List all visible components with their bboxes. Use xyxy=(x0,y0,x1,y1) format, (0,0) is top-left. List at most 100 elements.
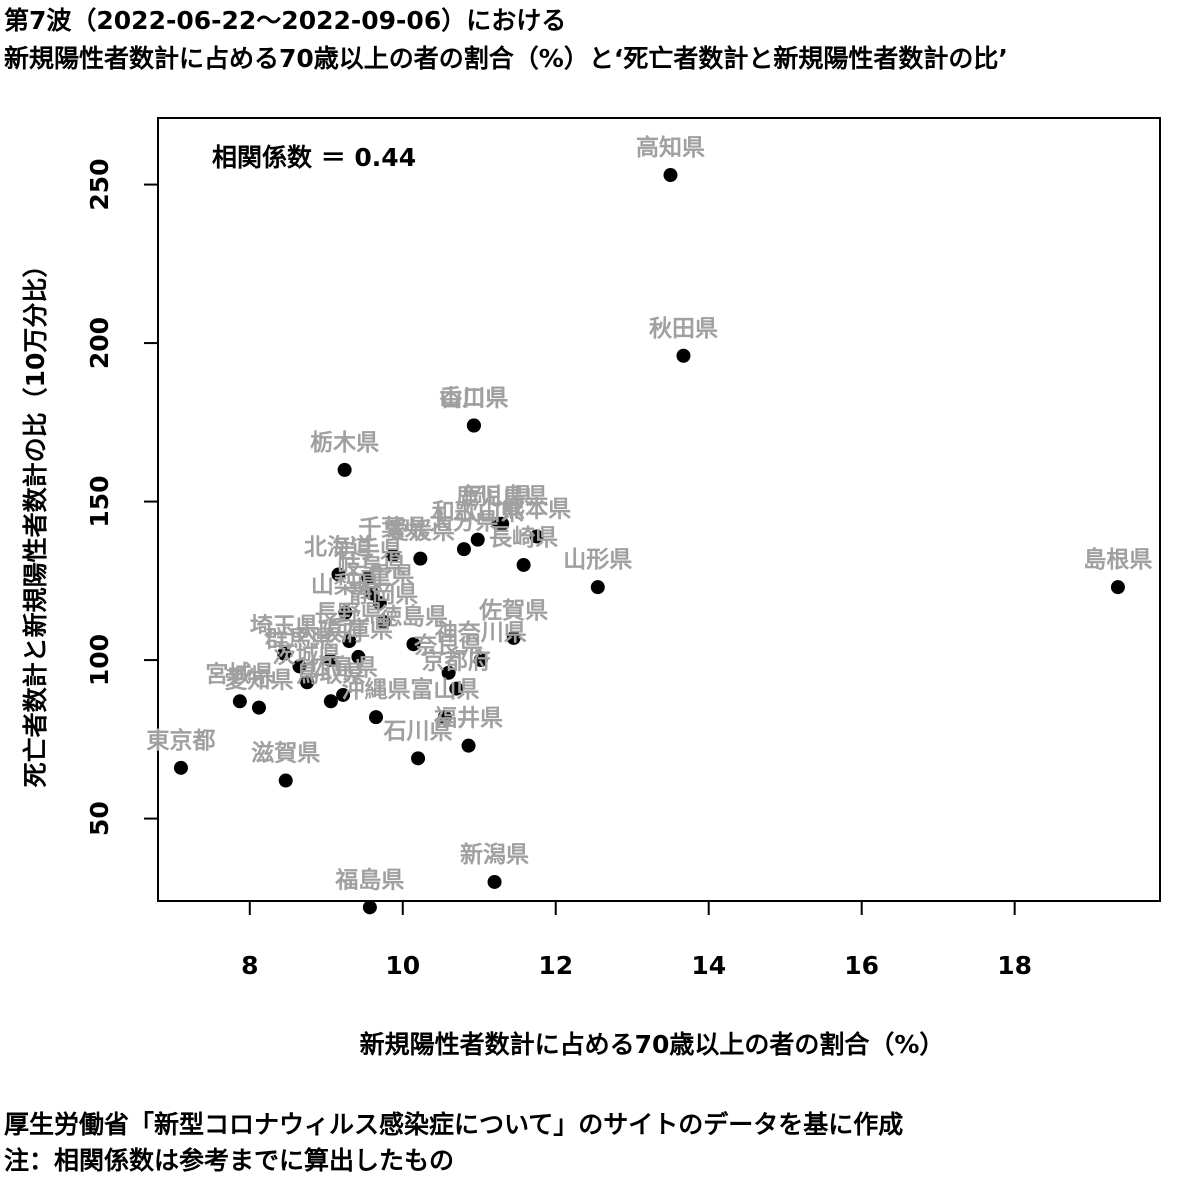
point-label: 山口県 xyxy=(439,385,508,411)
point-label: 佐賀県 xyxy=(478,598,548,624)
point-label: 愛媛県 xyxy=(386,518,455,545)
data-point xyxy=(331,567,346,582)
data-point xyxy=(232,694,247,709)
data-point xyxy=(663,168,678,183)
point-label: 滋賀県 xyxy=(251,740,320,767)
data-point xyxy=(456,542,471,557)
point-label: 秋田県 xyxy=(649,316,718,342)
data-point xyxy=(323,653,338,668)
data-point xyxy=(441,665,456,680)
data-point xyxy=(516,557,531,572)
data-point xyxy=(337,462,352,477)
point-label: 大分県 xyxy=(429,509,498,535)
point-label: 和歌山県 xyxy=(432,499,524,526)
data-point xyxy=(342,634,357,649)
point-label: 福井県 xyxy=(433,706,503,732)
chart-title-line1: 第7波（2022-06-22〜2022-09-06）における xyxy=(4,6,567,35)
data-point xyxy=(491,516,506,531)
x-axis-label: 新規陽性者数計に占める70歳以上の者の割合（%） xyxy=(360,1030,945,1059)
data-point xyxy=(323,694,338,709)
data-point xyxy=(676,348,691,363)
point-label: 富山県 xyxy=(410,676,479,703)
point-label: 兵庫県 xyxy=(324,616,393,643)
y-axis-label: 死亡者数計と新規陽性者数計の比（10万分比） xyxy=(21,253,50,788)
data-point xyxy=(292,659,307,674)
point-label: 島根県 xyxy=(1083,546,1152,573)
data-point xyxy=(173,760,188,775)
point-label: 愛知県 xyxy=(224,667,293,694)
point-label: 埼玉県 xyxy=(250,614,319,640)
point-label: 沖縄県 xyxy=(341,677,410,703)
data-point xyxy=(385,548,400,563)
data-point xyxy=(413,551,428,566)
data-point xyxy=(506,630,521,645)
point-label: 徳島県 xyxy=(378,603,448,630)
point-label: 高知県 xyxy=(636,134,705,161)
point-label: 東京都 xyxy=(146,727,215,754)
point-label: 香川県 xyxy=(439,385,508,411)
point-label: 北海道 xyxy=(304,533,373,560)
data-point xyxy=(1110,580,1125,595)
point-label: 岐阜県 xyxy=(338,553,407,580)
y-tick-label: 100 xyxy=(85,634,114,686)
x-tick-label: 16 xyxy=(844,951,879,980)
data-point xyxy=(449,681,464,696)
point-label: 鹿児島県 xyxy=(456,483,548,510)
point-label: 大阪府 xyxy=(296,619,365,646)
y-axis: 50 100 150 200 250 xyxy=(85,158,159,836)
point-label: 栃木県 xyxy=(310,430,379,456)
point-label: 長崎県 xyxy=(489,525,558,551)
source-note: 厚生労働省「新型コロナウィルス感染症について」のサイトのデータを基に作成 xyxy=(4,1110,904,1139)
data-point xyxy=(461,738,476,753)
y-tick-label: 150 xyxy=(85,475,114,527)
correlation-annotation: 相関係数 ＝ 0.44 xyxy=(212,143,416,172)
y-tick-label: 200 xyxy=(85,317,114,369)
data-point xyxy=(368,710,383,725)
x-tick-label: 10 xyxy=(385,951,420,980)
x-tick-label: 18 xyxy=(997,951,1032,980)
data-point xyxy=(351,649,366,664)
point-label: 熊本県 xyxy=(502,495,571,522)
point-label: 石川県 xyxy=(383,718,453,744)
point-label: 広島県 xyxy=(309,654,378,681)
point-label: 群馬県 xyxy=(264,625,334,652)
point-label: 静岡県 xyxy=(349,581,418,608)
data-point xyxy=(406,637,421,652)
data-point xyxy=(529,529,544,544)
data-point xyxy=(336,687,351,702)
data-point xyxy=(362,900,377,915)
data-point xyxy=(437,710,452,725)
point-label: 茨城県 xyxy=(273,641,342,668)
point-label: 山形県 xyxy=(563,547,632,573)
data-point xyxy=(277,646,292,661)
point-label: 岩手県 xyxy=(333,538,403,564)
data-point xyxy=(473,653,488,668)
plot-frame xyxy=(157,117,1161,902)
point-label: 千葉県 xyxy=(358,515,427,541)
point-label: 長野県 xyxy=(315,601,384,627)
data-point xyxy=(376,615,391,630)
data-point xyxy=(372,596,387,611)
chart-title-line2: 新規陽性者数計に占める70歳以上の者の割合（%）と‘死亡者数計と新規陽性者数計の… xyxy=(4,44,1008,73)
data-point xyxy=(411,751,426,766)
data-point xyxy=(251,700,266,715)
point-label: 山梨県 xyxy=(311,573,380,599)
y-tick-label: 50 xyxy=(85,801,114,836)
data-points xyxy=(173,168,1125,915)
point-label: 新潟県 xyxy=(460,841,529,868)
point-label: 奈良県 xyxy=(413,632,483,659)
data-point xyxy=(365,586,380,601)
data-point xyxy=(487,874,502,889)
data-point xyxy=(300,675,315,690)
point-label: 宮城県 xyxy=(205,660,274,687)
data-point xyxy=(361,570,376,585)
point-label: 京都府 xyxy=(422,648,491,675)
point-label: 鳥取県 xyxy=(296,660,365,687)
data-point xyxy=(278,773,293,788)
point-label: 三重県 xyxy=(345,563,414,589)
data-point xyxy=(466,418,481,433)
data-point xyxy=(470,532,485,547)
point-label: 岡山県 xyxy=(464,484,533,510)
